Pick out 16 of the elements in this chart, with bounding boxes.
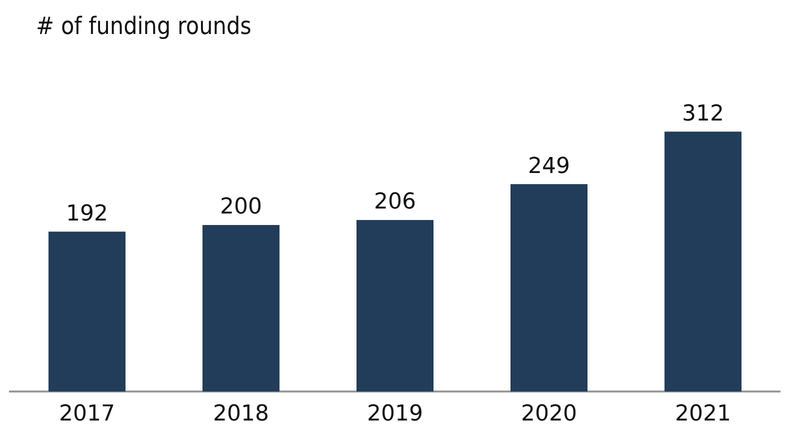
bar (664, 132, 742, 392)
x-tick-label: 2020 (521, 402, 577, 427)
data-label: 200 (220, 194, 262, 220)
x-tick-label: 2018 (213, 402, 269, 427)
data-label: 192 (66, 201, 108, 226)
bar (356, 220, 434, 392)
data-label: 249 (528, 154, 570, 179)
data-label: 312 (682, 101, 724, 126)
x-tick-label: 2021 (675, 402, 731, 427)
x-tick-label: 2019 (367, 402, 423, 427)
bar (202, 224, 280, 392)
bar (510, 184, 588, 392)
bar (48, 232, 126, 392)
data-label: 206 (374, 190, 416, 215)
x-tick-label: 2017 (59, 402, 115, 427)
chart-title: # of funding rounds (36, 12, 252, 40)
